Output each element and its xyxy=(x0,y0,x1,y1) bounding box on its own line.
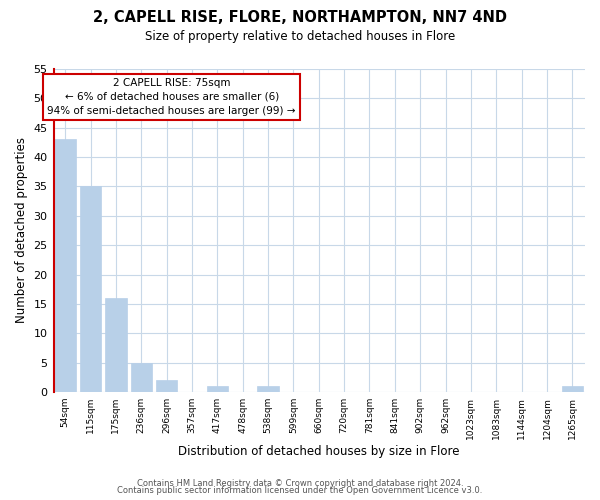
X-axis label: Distribution of detached houses by size in Flore: Distribution of detached houses by size … xyxy=(178,444,460,458)
Text: Size of property relative to detached houses in Flore: Size of property relative to detached ho… xyxy=(145,30,455,43)
Bar xyxy=(131,362,152,392)
Text: 2 CAPELL RISE: 75sqm
← 6% of detached houses are smaller (6)
94% of semi-detache: 2 CAPELL RISE: 75sqm ← 6% of detached ho… xyxy=(47,78,296,116)
Bar xyxy=(105,298,127,392)
Bar xyxy=(80,186,101,392)
Bar xyxy=(257,386,279,392)
Text: Contains HM Land Registry data © Crown copyright and database right 2024.: Contains HM Land Registry data © Crown c… xyxy=(137,478,463,488)
Text: 2, CAPELL RISE, FLORE, NORTHAMPTON, NN7 4ND: 2, CAPELL RISE, FLORE, NORTHAMPTON, NN7 … xyxy=(93,10,507,25)
Bar xyxy=(562,386,583,392)
Bar xyxy=(206,386,228,392)
Y-axis label: Number of detached properties: Number of detached properties xyxy=(15,138,28,324)
Text: Contains public sector information licensed under the Open Government Licence v3: Contains public sector information licen… xyxy=(118,486,482,495)
Bar xyxy=(156,380,178,392)
Bar xyxy=(55,140,76,392)
